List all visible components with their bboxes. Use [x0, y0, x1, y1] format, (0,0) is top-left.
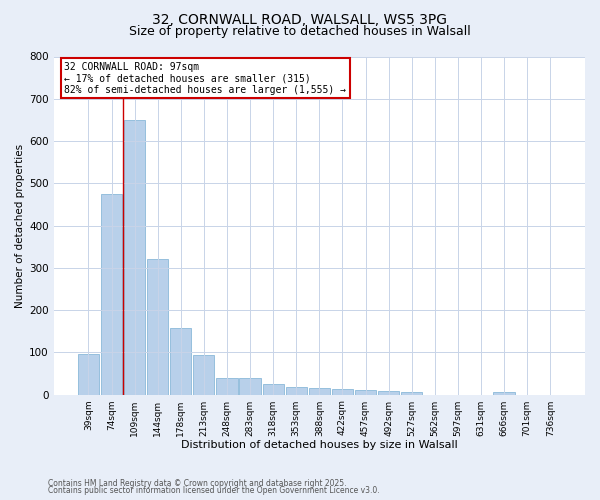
Bar	[332, 389, 353, 394]
Bar	[378, 391, 399, 394]
Bar	[193, 356, 214, 395]
X-axis label: Distribution of detached houses by size in Walsall: Distribution of detached houses by size …	[181, 440, 458, 450]
Bar	[217, 378, 238, 394]
Bar	[355, 390, 376, 394]
Bar	[239, 378, 260, 394]
Text: 32, CORNWALL ROAD, WALSALL, WS5 3PG: 32, CORNWALL ROAD, WALSALL, WS5 3PG	[152, 12, 448, 26]
Text: Size of property relative to detached houses in Walsall: Size of property relative to detached ho…	[129, 25, 471, 38]
Bar	[263, 384, 284, 394]
Bar	[78, 354, 99, 395]
Bar	[147, 260, 169, 394]
Bar	[170, 328, 191, 394]
Bar	[101, 194, 122, 394]
Y-axis label: Number of detached properties: Number of detached properties	[15, 144, 25, 308]
Bar	[401, 392, 422, 394]
Bar	[286, 387, 307, 394]
Bar	[124, 120, 145, 394]
Bar	[309, 388, 330, 394]
Text: 32 CORNWALL ROAD: 97sqm
← 17% of detached houses are smaller (315)
82% of semi-d: 32 CORNWALL ROAD: 97sqm ← 17% of detache…	[64, 62, 346, 95]
Bar	[493, 392, 515, 394]
Text: Contains public sector information licensed under the Open Government Licence v3: Contains public sector information licen…	[48, 486, 380, 495]
Text: Contains HM Land Registry data © Crown copyright and database right 2025.: Contains HM Land Registry data © Crown c…	[48, 478, 347, 488]
